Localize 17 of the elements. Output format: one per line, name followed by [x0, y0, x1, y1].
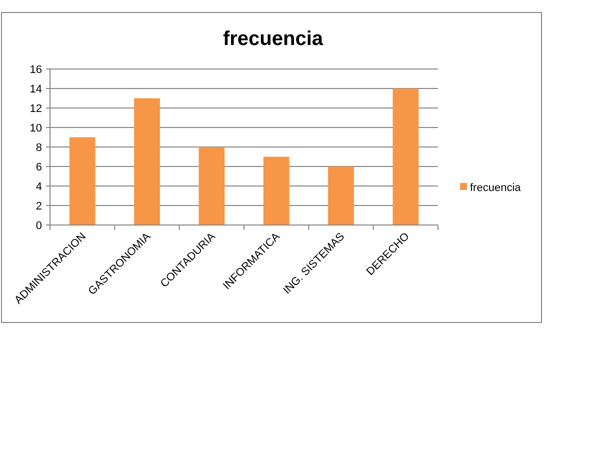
y-tick-label: 0 [36, 220, 42, 232]
y-tick-label: 14 [30, 84, 42, 96]
y-tick-label: 2 [36, 200, 42, 212]
y-tick-label: 10 [30, 122, 42, 134]
y-tick-label: 8 [36, 142, 42, 154]
bar [198, 147, 225, 225]
bar [263, 156, 290, 225]
bar [134, 98, 160, 225]
bar [328, 166, 354, 225]
y-tick-label: 12 [30, 103, 42, 115]
bar [69, 137, 96, 225]
bar [392, 88, 419, 225]
chart-title: frecuencia [222, 28, 324, 50]
y-tick-label: 6 [36, 162, 42, 174]
y-tick-label: 16 [30, 64, 42, 76]
y-tick-label: 4 [36, 181, 42, 193]
legend-label: frecuencia [470, 182, 522, 194]
